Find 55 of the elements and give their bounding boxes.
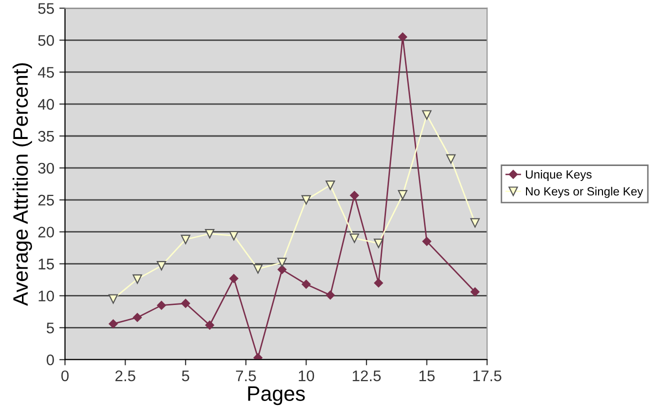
x-tick-label: 17.5 <box>473 370 502 382</box>
y-tick-label: 0 <box>46 354 54 366</box>
y-tick-label: 35 <box>38 130 54 142</box>
point <box>470 218 480 228</box>
point <box>350 190 359 200</box>
point <box>326 180 336 190</box>
x-tick-label: 12.5 <box>352 370 381 382</box>
point <box>108 319 118 328</box>
point <box>253 353 262 360</box>
x-tick-label: 5 <box>182 370 190 382</box>
y-tick-label: 50 <box>38 35 54 46</box>
y-tick-label: 5 <box>46 322 54 334</box>
point <box>374 278 384 288</box>
point <box>180 234 190 244</box>
y-tick-label: 55 <box>38 3 54 14</box>
point <box>229 230 239 240</box>
x-axis-title: Pages <box>248 386 305 406</box>
point <box>132 274 142 284</box>
point <box>278 265 287 274</box>
x-tick-label: 2.5 <box>115 370 136 382</box>
point <box>302 280 311 289</box>
y-axis-title: Average Attrition (Percent) <box>12 63 32 306</box>
point <box>181 298 190 308</box>
point <box>108 294 118 304</box>
point <box>277 258 287 268</box>
legend-label: Unique Keys <box>526 170 592 181</box>
x-tick-label: 7.5 <box>236 370 256 382</box>
x-tick-label: 15 <box>419 370 435 382</box>
y-tick-label: 45 <box>38 67 54 78</box>
point <box>350 234 360 243</box>
x-tick-label: 0 <box>61 370 69 382</box>
x-tick-label: 10 <box>298 370 314 382</box>
y-tick-label: 20 <box>38 226 54 238</box>
point <box>205 320 214 330</box>
point <box>204 229 214 238</box>
point <box>156 300 166 310</box>
point <box>446 154 456 164</box>
y-tick-label: 10 <box>38 290 54 302</box>
point <box>470 287 480 296</box>
point <box>422 236 432 246</box>
point <box>374 238 384 248</box>
point <box>398 32 408 42</box>
point <box>398 190 408 200</box>
y-tick-label: 40 <box>38 98 54 110</box>
y-tick-label: 25 <box>38 194 54 206</box>
point <box>326 290 335 300</box>
point <box>156 260 166 270</box>
point <box>301 195 311 205</box>
point <box>422 110 432 120</box>
point <box>132 312 142 322</box>
point <box>253 264 263 274</box>
y-tick-label: 15 <box>38 258 54 270</box>
point <box>229 274 238 283</box>
legend-label: No Keys or Single Key <box>526 186 644 198</box>
y-tick-label: 30 <box>38 162 54 174</box>
